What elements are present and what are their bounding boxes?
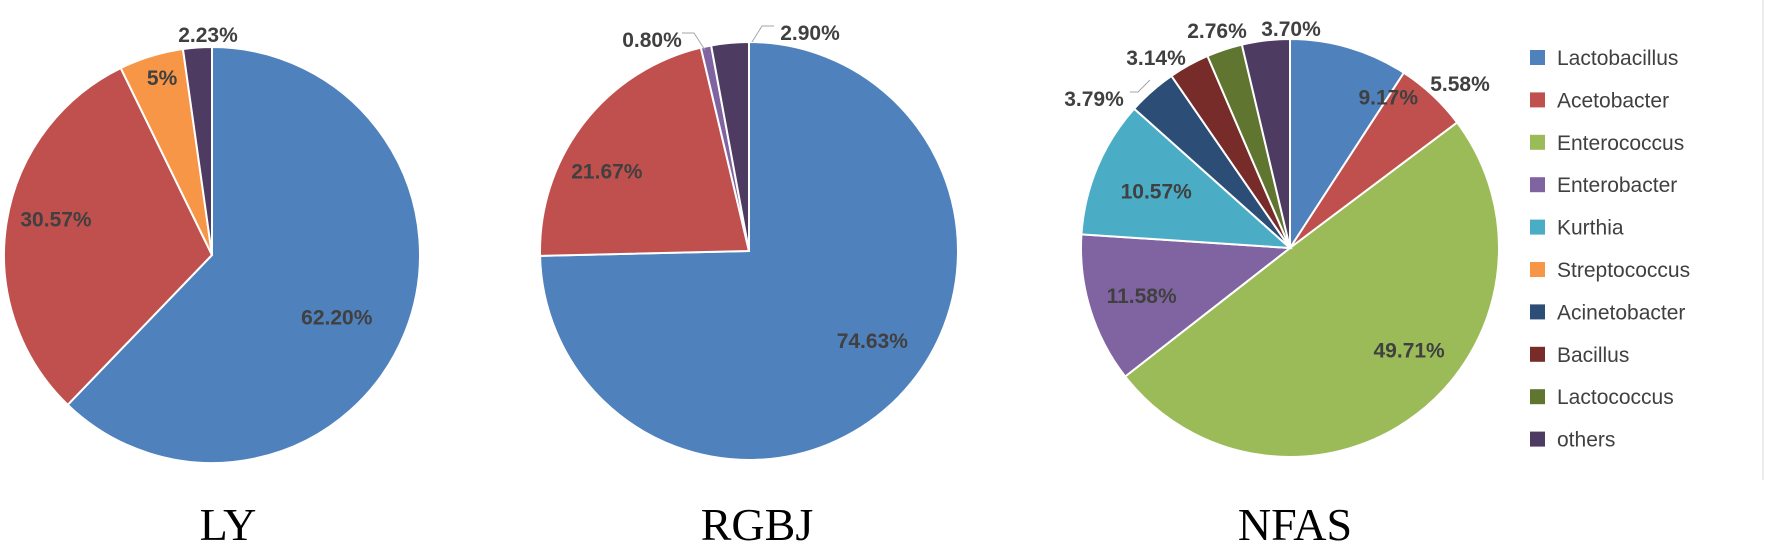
slice-label-enterobacter: 11.58%	[1107, 285, 1177, 308]
legend-swatch-bacillus	[1530, 346, 1545, 362]
legend-label-lactobacillus: Lactobacillus	[1557, 47, 1678, 70]
slice-label-enterobacter: 0.80%	[622, 29, 682, 52]
pie-slice-acetobacter	[539, 46, 751, 257]
slice-label-bacillus: 3.14%	[1126, 47, 1186, 70]
pie-slice-others	[1240, 37, 1291, 249]
legend-swatch-enterococcus	[1530, 134, 1545, 150]
pies-group: 62.20% 30.57% 5%2.23% LY 74.63% 21.67% 0.80% 2.…	[3, 18, 1500, 545]
pie-slice-enterobacter	[1080, 233, 1293, 378]
slice-label-kurthia: 10.57%	[1121, 181, 1193, 204]
slice-label-lactobacillus: 9.17%	[1358, 87, 1418, 110]
pie-chart-rgbj: 74.63% 21.67% 0.80% 2.90% RGBJ	[539, 22, 959, 545]
pie-slice-lactobacillus	[539, 40, 959, 461]
slice-label-acinetobacter: 3.79%	[1064, 88, 1124, 111]
pie-slice-others	[181, 45, 213, 256]
legend-swatch-acinetobacter	[1530, 304, 1545, 320]
pie-chart-nfas: 9.17% 5.58% 49.71% 11.58% 10.57% 3.79%3.14%2.…	[1064, 18, 1500, 545]
slice-label-lactobacillus: 62.20%	[301, 306, 373, 329]
leader-line	[682, 32, 706, 51]
pie-slice-lactobacillus	[66, 45, 421, 464]
slice-label-streptococcus: 5%	[147, 67, 178, 90]
pie-slice-acetobacter	[3, 66, 214, 407]
legend-swatch-enterobacter	[1530, 177, 1545, 193]
pie-chart-ly: 62.20% 30.57% 5%2.23% LY	[3, 24, 421, 545]
legend-label-acetobacter: Acetobacter	[1557, 89, 1669, 112]
leader-line	[751, 25, 774, 43]
legend-swatch-lactobacillus	[1530, 50, 1545, 65]
legend-label-others: others	[1557, 429, 1615, 452]
pie-slice-others	[709, 40, 750, 252]
legend-label-streptococcus: Streptococcus	[1557, 259, 1690, 282]
slice-label-lactococcus: 2.76%	[1187, 20, 1247, 43]
legend-label-enterobacter: Enterobacter	[1557, 174, 1677, 197]
slice-label-acetobacter: 21.67%	[571, 161, 643, 184]
leader-line	[1130, 79, 1151, 93]
chart-title-rgbj: RGBJ	[701, 499, 813, 545]
pie-slice-kurthia	[1080, 107, 1293, 250]
legend: Lactobacillus Acetobacter Enterococcus Ente…	[1530, 47, 1690, 452]
legend-label-lactococcus: Lactococcus	[1557, 386, 1674, 409]
slice-label-others: 2.90%	[780, 22, 840, 45]
legend-label-enterococcus: Enterococcus	[1557, 132, 1684, 155]
chart-title-ly: LY	[200, 499, 257, 545]
slice-label-others: 2.23%	[178, 24, 238, 47]
slice-label-enterococcus: 49.71%	[1374, 339, 1446, 362]
legend-label-kurthia: Kurthia	[1557, 217, 1624, 240]
slice-label-lactobacillus: 74.63%	[837, 330, 909, 353]
pie-slice-lactobacillus	[1289, 37, 1406, 252]
legend-label-bacillus: Bacillus	[1557, 344, 1629, 367]
slice-label-others: 3.70%	[1261, 18, 1321, 41]
legend-swatch-others	[1530, 431, 1545, 447]
legend-swatch-kurthia	[1530, 219, 1545, 235]
chart-title-nfas: NFAS	[1238, 499, 1352, 545]
pie-slice-enterococcus	[1123, 121, 1500, 458]
slice-label-acetobacter: 30.57%	[20, 209, 92, 232]
slice-label-acetobacter: 5.58%	[1430, 73, 1490, 96]
legend-swatch-lactococcus	[1530, 389, 1545, 405]
legend-swatch-streptococcus	[1530, 262, 1545, 277]
legend-swatch-acetobacter	[1530, 92, 1545, 108]
legend-label-acinetobacter: Acinetobacter	[1557, 301, 1685, 324]
